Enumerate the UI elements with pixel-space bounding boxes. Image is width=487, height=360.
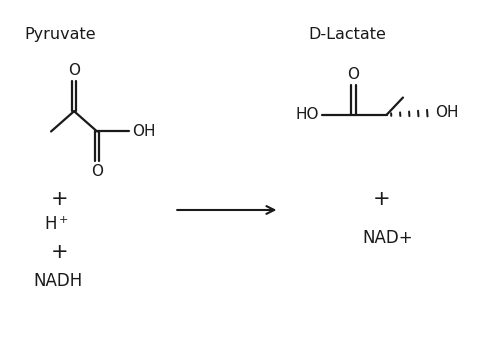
Text: NADH: NADH [34,271,83,289]
Text: +: + [51,242,69,262]
Text: Pyruvate: Pyruvate [24,27,95,41]
Text: H: H [44,215,56,233]
Text: +: + [58,215,68,225]
Text: NAD+: NAD+ [363,229,413,247]
Text: O: O [91,164,103,179]
Text: HO: HO [296,107,319,122]
Text: OH: OH [131,124,155,139]
Text: D-Lactate: D-Lactate [308,27,386,41]
Text: +: + [373,189,391,210]
Text: O: O [68,63,80,78]
Text: OH: OH [435,105,459,121]
Text: O: O [347,67,359,82]
Text: +: + [51,189,69,210]
